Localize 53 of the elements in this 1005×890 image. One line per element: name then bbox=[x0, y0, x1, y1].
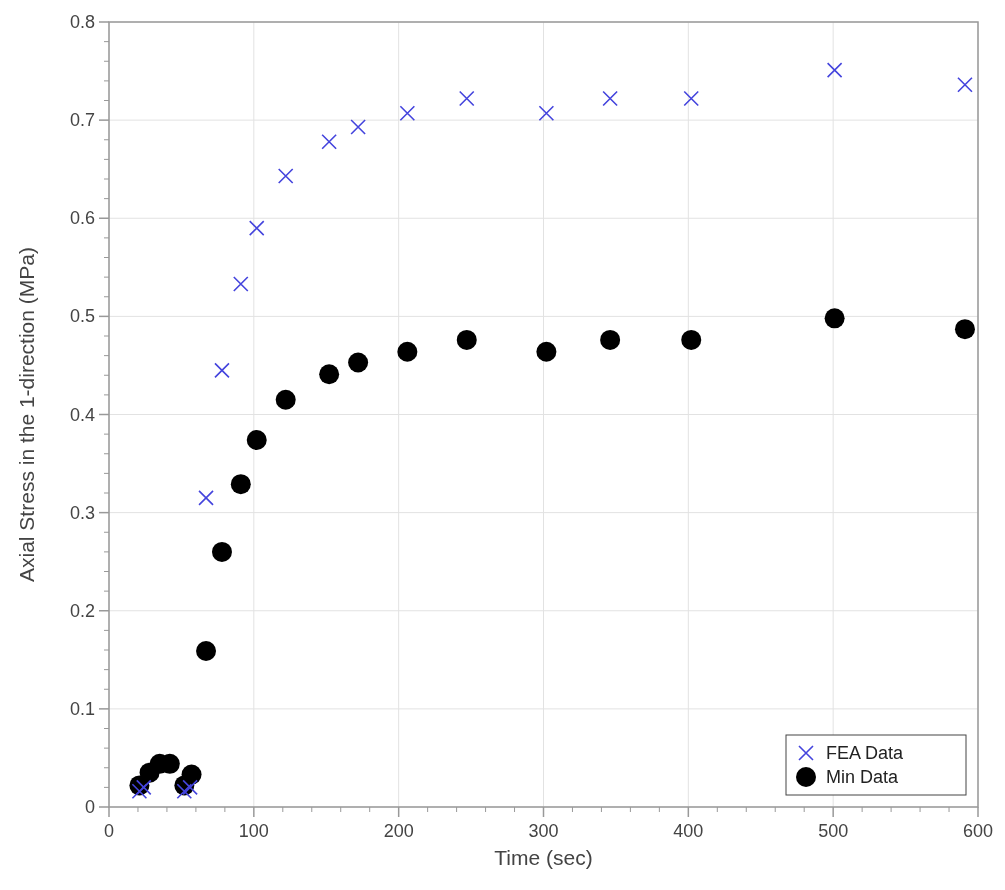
y-axis-title: Axial Stress in the 1-direction (MPa) bbox=[15, 247, 38, 582]
point bbox=[456, 329, 477, 350]
x-axis-title: Time (sec) bbox=[494, 846, 593, 869]
point bbox=[233, 276, 249, 292]
x-tick-label: 200 bbox=[383, 821, 414, 841]
point bbox=[683, 90, 700, 107]
x-tick-label: 0 bbox=[103, 821, 115, 841]
point bbox=[246, 430, 267, 451]
point bbox=[350, 119, 366, 135]
y-tick-label: 0.4 bbox=[69, 404, 95, 425]
point bbox=[211, 541, 232, 562]
legend-label: Min Data bbox=[826, 767, 900, 787]
point bbox=[600, 329, 621, 350]
point bbox=[348, 352, 369, 373]
point bbox=[230, 474, 251, 495]
point bbox=[277, 168, 294, 184]
point bbox=[536, 341, 557, 362]
y-tick-label: 0.1 bbox=[69, 698, 95, 719]
y-tick-label: 0.5 bbox=[69, 306, 95, 327]
point bbox=[181, 764, 202, 785]
legend-label: FEA Data bbox=[826, 743, 905, 763]
x-tick-label: 600 bbox=[962, 821, 994, 841]
point bbox=[182, 779, 198, 796]
y-tick-label: 0.7 bbox=[69, 110, 95, 131]
point bbox=[319, 364, 340, 385]
y-tick-label: 0 bbox=[84, 797, 95, 817]
point bbox=[196, 640, 217, 661]
point bbox=[176, 783, 193, 800]
point bbox=[681, 329, 702, 350]
point bbox=[275, 389, 296, 410]
point bbox=[198, 490, 214, 506]
point bbox=[957, 77, 973, 93]
point bbox=[214, 362, 230, 379]
point bbox=[131, 783, 148, 800]
point bbox=[399, 105, 416, 122]
y-tick-label: 0.6 bbox=[69, 208, 95, 229]
x-tick-label: 400 bbox=[673, 821, 704, 841]
point bbox=[602, 90, 618, 107]
x-tick-label: 500 bbox=[818, 821, 849, 841]
x-tick-label: 300 bbox=[528, 821, 559, 841]
point bbox=[397, 341, 418, 362]
point bbox=[538, 105, 555, 122]
point bbox=[824, 308, 845, 329]
x-tick-label: 100 bbox=[238, 821, 269, 841]
point bbox=[458, 90, 475, 107]
point bbox=[954, 319, 975, 340]
point bbox=[135, 779, 152, 796]
y-tick-label: 0.8 bbox=[69, 12, 95, 32]
y-tick-label: 0.2 bbox=[69, 600, 95, 621]
y-tick-label: 0.3 bbox=[69, 502, 95, 523]
point bbox=[248, 220, 265, 236]
point bbox=[826, 62, 843, 78]
point bbox=[321, 133, 337, 150]
